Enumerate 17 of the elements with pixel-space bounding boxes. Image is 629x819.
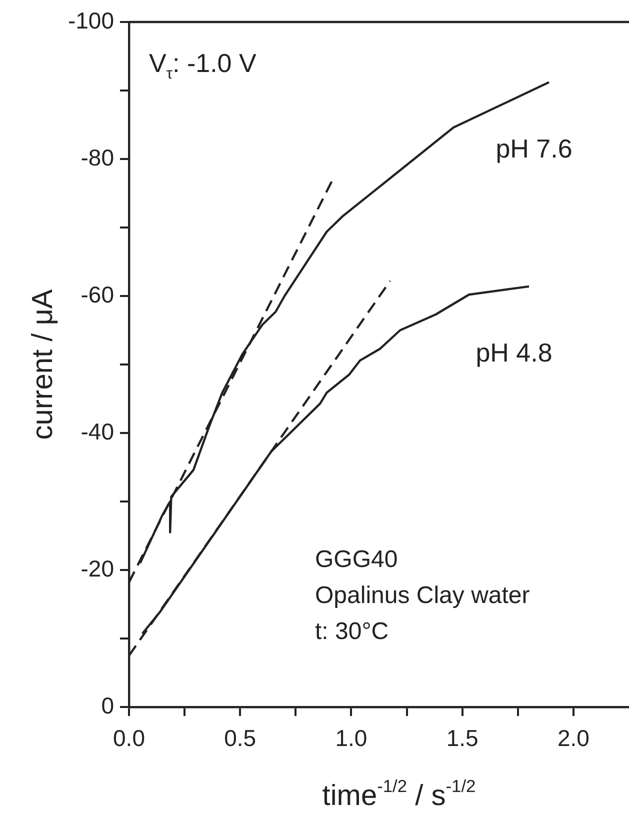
x-tick-label: 2.0 (557, 725, 590, 752)
x-tick-label: 1.5 (446, 725, 478, 752)
y-tick-label: 0 (101, 692, 114, 718)
series-label: pH 7.6 (496, 133, 572, 164)
annotation: t: 30°C (315, 618, 389, 645)
x-tick-label: 1.0 (335, 725, 368, 752)
y-axis-title: current / μA (27, 288, 59, 440)
y-tick-label: -100 (68, 7, 114, 34)
y-tick-label: -40 (80, 418, 114, 444)
y-tick-label: -60 (80, 281, 114, 308)
x-tick-label: 0.0 (113, 725, 145, 752)
x-tick-label: 0.5 (224, 725, 256, 752)
series-label: pH 4.8 (476, 337, 552, 368)
y-tick-label: -80 (80, 144, 114, 170)
annotation: Opalinus Clay water (315, 582, 530, 609)
y-tick-label: -20 (80, 555, 114, 582)
annotation: GGG40 (315, 546, 398, 573)
